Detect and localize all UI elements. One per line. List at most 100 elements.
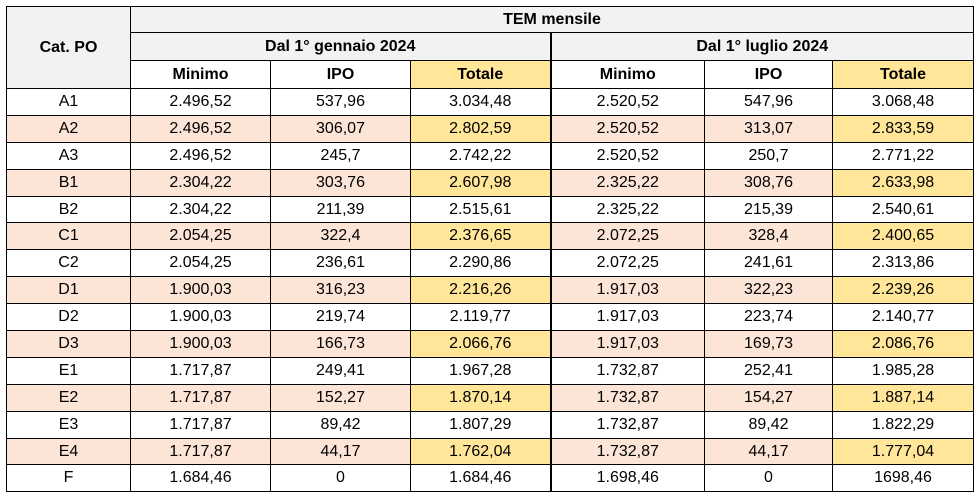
minimo-2-cell: 2.072,25 xyxy=(549,249,705,278)
totale-2-cell: 2.239,26 xyxy=(832,276,974,305)
totale-1-cell: 2.216,26 xyxy=(410,276,551,305)
minimo-1-cell: 1.900,03 xyxy=(130,330,271,358)
totale-1-cell: 2.119,77 xyxy=(410,303,551,332)
ipo-1-cell: 166,73 xyxy=(270,330,411,358)
minimo-2-cell: 2.520,52 xyxy=(549,114,705,143)
group-title: TEM mensile xyxy=(130,6,974,33)
totale-1-cell: 2.066,76 xyxy=(410,330,551,358)
cat-cell: E1 xyxy=(6,356,131,385)
period-2-header: Dal 1° luglio 2024 xyxy=(549,32,974,61)
ipo-1-cell: 306,07 xyxy=(270,114,411,143)
ipo-1-cell: 0 xyxy=(270,464,411,493)
table-row: F 1.684,46 0 1.684,46 1.698,46 0 1698,46 xyxy=(6,464,974,493)
table-row: A1 2.496,52 537,96 3.034,48 2.520,52 547,96 3.… xyxy=(6,88,974,116)
minimo-1-cell: 1.717,87 xyxy=(130,356,271,385)
period-1-header: Dal 1° gennaio 2024 xyxy=(130,32,551,61)
ipo-2-cell: 223,74 xyxy=(704,303,833,332)
minimo-2-cell: 2.325,22 xyxy=(549,195,705,224)
minimo-1-cell: 2.054,25 xyxy=(130,249,271,278)
totale-1-cell: 1.684,46 xyxy=(410,464,551,493)
totale-1-cell: 2.376,65 xyxy=(410,222,551,251)
cat-cell: E4 xyxy=(6,437,131,466)
totale-2-cell: 2.140,77 xyxy=(832,303,974,332)
minimo-1-cell: 2.496,52 xyxy=(130,114,271,143)
cat-cell: C1 xyxy=(6,222,131,251)
totale-2-cell: 1.822,29 xyxy=(832,410,974,439)
ipo-1-cell: 236,61 xyxy=(270,249,411,278)
cat-cell: B1 xyxy=(6,168,131,197)
cat-header: Cat. PO xyxy=(6,6,131,89)
totale-2-cell: 2.833,59 xyxy=(832,114,974,143)
minimo-1-cell: 1.717,87 xyxy=(130,383,271,412)
totale-2-cell: 2.400,65 xyxy=(832,222,974,251)
cat-cell: E3 xyxy=(6,410,131,439)
totale-1-cell: 1.967,28 xyxy=(410,356,551,385)
col-ipo-1: IPO xyxy=(270,60,411,89)
ipo-2-cell: 44,17 xyxy=(704,437,833,466)
totale-1-cell: 1.870,14 xyxy=(410,383,551,412)
table-row: D3 1.900,03 166,73 2.066,76 1.917,03 169,73 2.… xyxy=(6,330,974,358)
minimo-2-cell: 1.698,46 xyxy=(549,464,705,493)
minimo-1-cell: 1.717,87 xyxy=(130,410,271,439)
ipo-1-cell: 322,4 xyxy=(270,222,411,251)
minimo-1-cell: 2.304,22 xyxy=(130,195,271,224)
table-row: E2 1.717,87 152,27 1.870,14 1.732,87 154,27 1.… xyxy=(6,383,974,412)
cat-cell: D1 xyxy=(6,276,131,305)
ipo-2-cell: 328,4 xyxy=(704,222,833,251)
ipo-2-cell: 322,23 xyxy=(704,276,833,305)
totale-2-cell: 2.313,86 xyxy=(832,249,974,278)
ipo-2-cell: 250,7 xyxy=(704,141,833,170)
table-row: D1 1.900,03 316,23 2.216,26 1.917,03 322,23 2.… xyxy=(6,276,974,305)
minimo-1-cell: 1.717,87 xyxy=(130,437,271,466)
minimo-2-cell: 1.732,87 xyxy=(549,356,705,385)
minimo-2-cell: 1.917,03 xyxy=(549,276,705,305)
ipo-1-cell: 316,23 xyxy=(270,276,411,305)
cat-cell: C2 xyxy=(6,249,131,278)
totale-2-cell: 3.068,48 xyxy=(832,88,974,116)
totale-1-cell: 2.515,61 xyxy=(410,195,551,224)
table-row: E3 1.717,87 89,42 1.807,29 1.732,87 89,42 1.82… xyxy=(6,410,974,439)
table-row: B2 2.304,22 211,39 2.515,61 2.325,22 215,39 2.… xyxy=(6,195,974,224)
table-row: E4 1.717,87 44,17 1.762,04 1.732,87 44,17 1.77… xyxy=(6,437,974,466)
ipo-1-cell: 152,27 xyxy=(270,383,411,412)
cat-cell: F xyxy=(6,464,131,493)
totale-1-cell: 2.742,22 xyxy=(410,141,551,170)
totale-1-cell: 2.290,86 xyxy=(410,249,551,278)
cat-cell: A3 xyxy=(6,141,131,170)
ipo-1-cell: 211,39 xyxy=(270,195,411,224)
cat-cell: D3 xyxy=(6,330,131,358)
ipo-2-cell: 89,42 xyxy=(704,410,833,439)
ipo-1-cell: 249,41 xyxy=(270,356,411,385)
totale-2-cell: 2.633,98 xyxy=(832,168,974,197)
ipo-1-cell: 537,96 xyxy=(270,88,411,116)
minimo-1-cell: 1.900,03 xyxy=(130,303,271,332)
totale-1-cell: 1.807,29 xyxy=(410,410,551,439)
minimo-2-cell: 1.732,87 xyxy=(549,410,705,439)
totale-2-cell: 2.540,61 xyxy=(832,195,974,224)
table-row: B1 2.304,22 303,76 2.607,98 2.325,22 308,76 2.… xyxy=(6,168,974,197)
ipo-1-cell: 44,17 xyxy=(270,437,411,466)
ipo-2-cell: 252,41 xyxy=(704,356,833,385)
totale-2-cell: 2.086,76 xyxy=(832,330,974,358)
minimo-1-cell: 2.304,22 xyxy=(130,168,271,197)
table-body: A1 2.496,52 537,96 3.034,48 2.520,52 547,96 3.… xyxy=(6,88,974,493)
table-row: D2 1.900,03 219,74 2.119,77 1.917,03 223,74 2.… xyxy=(6,303,974,332)
col-ipo-2: IPO xyxy=(704,60,833,89)
ipo-2-cell: 308,76 xyxy=(704,168,833,197)
minimo-2-cell: 2.520,52 xyxy=(549,88,705,116)
tem-table: Cat. PO TEM mensile Dal 1° gennaio 2024 … xyxy=(6,6,974,493)
totale-2-cell: 1.887,14 xyxy=(832,383,974,412)
col-minimo-1: Minimo xyxy=(130,60,271,89)
minimo-2-cell: 1.732,87 xyxy=(549,437,705,466)
ipo-2-cell: 241,61 xyxy=(704,249,833,278)
col-totale-2: Totale xyxy=(832,60,974,89)
col-totale-1: Totale xyxy=(410,60,551,89)
minimo-1-cell: 2.496,52 xyxy=(130,88,271,116)
totale-1-cell: 3.034,48 xyxy=(410,88,551,116)
minimo-1-cell: 2.054,25 xyxy=(130,222,271,251)
totale-2-cell: 1.777,04 xyxy=(832,437,974,466)
minimo-2-cell: 1.732,87 xyxy=(549,383,705,412)
totale-2-cell: 1.985,28 xyxy=(832,356,974,385)
minimo-2-cell: 2.325,22 xyxy=(549,168,705,197)
minimo-1-cell: 2.496,52 xyxy=(130,141,271,170)
